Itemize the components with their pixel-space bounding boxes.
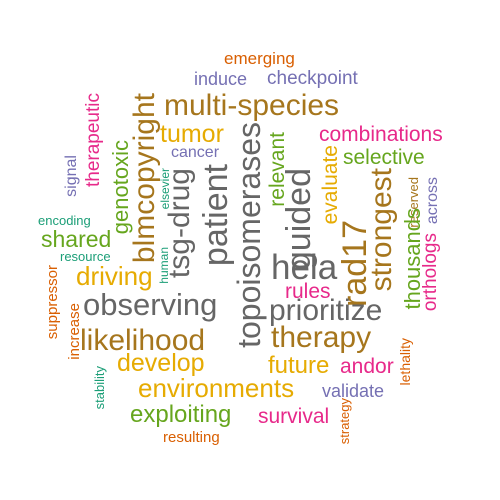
word-human: human: [157, 247, 171, 284]
word-induce: induce: [194, 69, 248, 89]
word-observing: observing: [83, 287, 218, 322]
word-therapeutic: therapeutic: [83, 93, 104, 188]
word-combinations: combinations: [319, 123, 443, 146]
word-resource: resource: [60, 249, 111, 264]
word-resulting: resulting: [163, 429, 220, 446]
word-tumor: tumor: [160, 120, 224, 148]
word-likelihood: likelihood: [80, 324, 206, 357]
word-survival: survival: [258, 405, 330, 428]
word-strategy: strategy: [337, 398, 352, 445]
word-rules: rules: [285, 280, 331, 303]
word-therapy: therapy: [271, 321, 372, 354]
word-patient: patient: [197, 164, 235, 267]
word-cancer: cancer: [171, 144, 220, 161]
word-evaluate: evaluate: [319, 145, 342, 225]
word-hela: hela: [271, 248, 338, 287]
word-across: across: [424, 177, 441, 225]
word-multi-species: multi-species: [164, 89, 340, 122]
word-environments: environments: [138, 373, 295, 403]
word-suppressor: suppressor: [44, 265, 61, 340]
word-signal: signal: [63, 155, 80, 197]
word-andor: andor: [340, 355, 394, 378]
word-exploiting: exploiting: [130, 401, 232, 428]
word-checkpoint: checkpoint: [267, 68, 358, 89]
word-orthologs: orthologs: [420, 233, 441, 312]
word-blmcopyright: blmcopyright: [128, 93, 161, 264]
word-develop: develop: [117, 349, 205, 377]
word-prioritize: prioritize: [269, 294, 383, 327]
word-validate: validate: [322, 381, 385, 401]
word-encoding: encoding: [38, 213, 91, 228]
word-emerging: emerging: [224, 49, 295, 68]
word-topoisomerases: topoisomerases: [231, 122, 267, 348]
word-stability: stability: [92, 366, 107, 410]
word-selective: selective: [343, 146, 425, 169]
word-future: future: [268, 352, 330, 379]
word-driving: driving: [76, 261, 153, 291]
word-lethality: lethality: [397, 338, 413, 386]
word-shared: shared: [41, 226, 112, 252]
